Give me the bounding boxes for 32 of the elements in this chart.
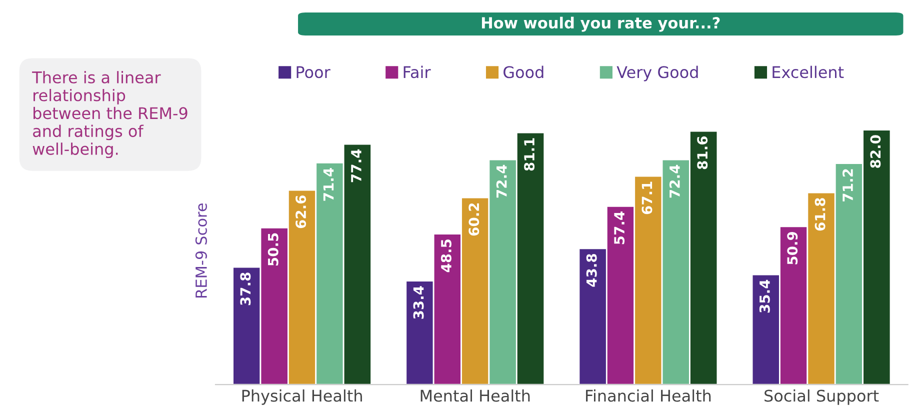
data-label: 35.4 — [759, 280, 770, 313]
data-label: 57.4 — [614, 212, 625, 244]
x-tick-label: Social Support — [764, 389, 879, 405]
data-label: 67.1 — [642, 182, 652, 214]
x-tick-label: Physical Health — [242, 389, 362, 405]
data-label: 77.4 — [351, 149, 362, 182]
data-label: 82.0 — [870, 135, 881, 168]
data-label: 61.8 — [814, 198, 826, 231]
legend-label: Excellent — [772, 66, 844, 78]
data-label: 72.4 — [669, 164, 680, 198]
legend-label: Fair — [404, 66, 431, 78]
data-label: 81.6 — [697, 136, 708, 170]
text: There is a linear relationship between the REM-9 and ratings of well-being. — [32, 71, 188, 158]
data-label: 62.6 — [296, 195, 306, 228]
data-label: 50.5 — [268, 233, 278, 266]
x-tick-label: Financial Health — [586, 389, 711, 402]
data-label: 72.4 — [496, 164, 507, 198]
data-label: 60.2 — [468, 203, 480, 236]
data-label: 81.1 — [524, 138, 535, 171]
data-label: 48.5 — [440, 239, 452, 272]
chart-title: How would you rate your...? — [482, 16, 720, 32]
data-label: 43.8 — [586, 254, 597, 287]
legend-label: Very Good — [616, 66, 698, 82]
data-label: 50.9 — [787, 232, 798, 264]
data-label: 71.4 — [323, 168, 334, 201]
data-label: 37.8 — [240, 272, 251, 306]
x-tick-label: Mental Health — [420, 389, 530, 402]
y-axis-title: REM-9 Score — [195, 203, 207, 298]
data-label: 71.2 — [842, 169, 853, 202]
legend-label: Poor — [296, 66, 330, 78]
legend-label: Good — [504, 66, 544, 78]
data-label: 33.4 — [413, 286, 424, 319]
